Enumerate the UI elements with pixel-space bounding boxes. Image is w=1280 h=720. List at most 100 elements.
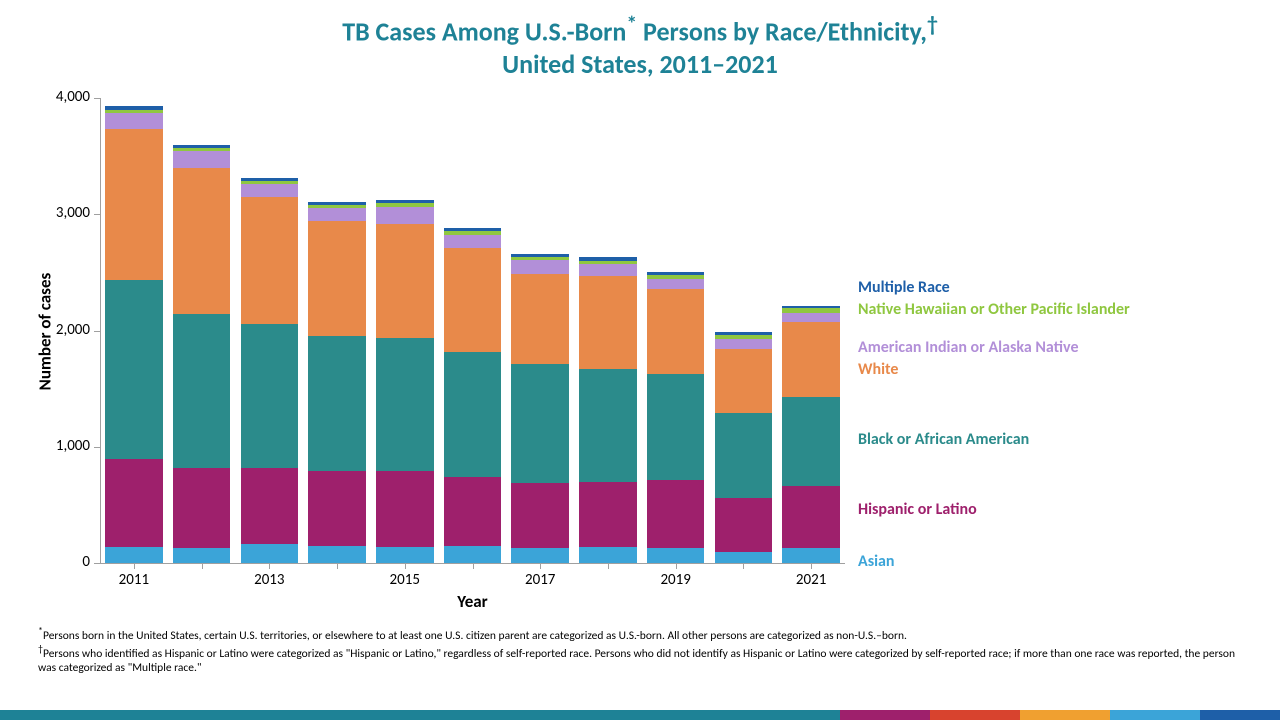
x-tick-label: 2011: [104, 571, 164, 589]
bar-2015-asian: [376, 547, 434, 563]
stripe-segment: [0, 710, 840, 720]
bar-2012-asian: [173, 548, 231, 563]
bar-2016-nhopi: [444, 231, 502, 236]
bar-2015-aian: [376, 207, 434, 223]
bar-2017-multiple: [511, 254, 569, 257]
x-tick-label: 2021: [781, 571, 841, 589]
title-sup-1: *: [626, 10, 637, 37]
legend-black: Black or African American: [858, 430, 1029, 449]
y-tick-label: 3,000: [35, 204, 90, 222]
bar-2011-aian: [105, 113, 163, 129]
bar-2012-hispanic: [173, 468, 231, 548]
bar-2013-black: [241, 324, 299, 468]
bar-2021-multiple: [782, 306, 840, 309]
bar-2021-black: [782, 397, 840, 487]
legend-multiple: Multiple Race: [858, 278, 950, 297]
bar-2021-hispanic: [782, 486, 840, 548]
stripe-segment: [1200, 710, 1280, 720]
bar-2018-aian: [579, 264, 637, 276]
bar-2020-asian: [715, 552, 773, 563]
bar-2018-white: [579, 276, 637, 369]
bar-2015-multiple: [376, 200, 434, 203]
y-axis-label: Number of cases: [35, 251, 56, 411]
bar-2013-aian: [241, 184, 299, 197]
stripe-segment: [1020, 710, 1110, 720]
bar-2018-hispanic: [579, 482, 637, 547]
bar-2011-hispanic: [105, 459, 163, 547]
title-sup-2: †: [927, 10, 938, 37]
bar-2021-asian: [782, 548, 840, 563]
bar-2012-nhopi: [173, 148, 231, 151]
x-tick-label: 2019: [646, 571, 706, 589]
bar-2021-nhopi: [782, 308, 840, 313]
bar-2016-asian: [444, 546, 502, 563]
bar-2013-hispanic: [241, 468, 299, 544]
bar-2014-hispanic: [308, 471, 366, 545]
bar-2017-white: [511, 274, 569, 364]
y-tick-label: 1,000: [35, 437, 90, 455]
stacked-bar-chart: 01,0002,0003,0004,000Number of cases2011…: [100, 98, 845, 563]
bar-2011-white: [105, 129, 163, 280]
bar-2018-nhopi: [579, 261, 637, 264]
bar-2016-hispanic: [444, 477, 502, 546]
bar-2020-white: [715, 349, 773, 414]
bar-2016-white: [444, 248, 502, 352]
bar-2017-aian: [511, 260, 569, 273]
bar-2018-asian: [579, 547, 637, 563]
bar-2015-hispanic: [376, 471, 434, 547]
bar-2017-hispanic: [511, 483, 569, 548]
bar-2013-multiple: [241, 178, 299, 181]
bar-2021-white: [782, 322, 840, 396]
bar-2014-white: [308, 221, 366, 336]
stripe-segment: [840, 710, 930, 720]
bar-2019-aian: [647, 279, 705, 289]
legend-hispanic: Hispanic or Latino: [858, 500, 977, 519]
y-tick-label: 0: [35, 553, 90, 571]
bar-2017-asian: [511, 548, 569, 563]
bar-2014-asian: [308, 546, 366, 563]
bar-2020-aian: [715, 339, 773, 349]
footnote-line: *Persons born in the United States, cert…: [38, 625, 1238, 643]
bar-2015-black: [376, 338, 434, 471]
bar-2020-nhopi: [715, 335, 773, 339]
x-axis-label: Year: [433, 591, 513, 612]
bar-2012-black: [173, 314, 231, 467]
footnote-line: †Persons who identified as Hispanic or L…: [38, 643, 1238, 676]
legend-nhopi: Native Hawaiian or Other Pacific Islande…: [858, 300, 1130, 319]
x-tick-label: 2013: [239, 571, 299, 589]
legend-aian: American Indian or Alaska Native: [858, 338, 1079, 357]
bar-2017-nhopi: [511, 257, 569, 260]
bar-2014-aian: [308, 208, 366, 221]
bar-2011-nhopi: [105, 110, 163, 113]
stripe-segment: [930, 710, 1020, 720]
bar-2019-hispanic: [647, 480, 705, 547]
bar-2019-black: [647, 374, 705, 481]
stripe-segment: [1110, 710, 1200, 720]
bar-2018-multiple: [579, 257, 637, 260]
bar-2021-aian: [782, 313, 840, 322]
footnotes: *Persons born in the United States, cert…: [38, 625, 1238, 676]
bar-2011-multiple: [105, 106, 163, 109]
bar-2016-aian: [444, 235, 502, 248]
bar-2013-nhopi: [241, 181, 299, 184]
bar-2011-black: [105, 280, 163, 459]
bar-2017-black: [511, 364, 569, 483]
bar-2011-asian: [105, 547, 163, 563]
bar-2013-asian: [241, 544, 299, 563]
bar-2018-black: [579, 369, 637, 481]
x-tick-label: 2015: [375, 571, 435, 589]
bar-2020-multiple: [715, 332, 773, 335]
bar-2014-nhopi: [308, 205, 366, 208]
bar-2015-white: [376, 224, 434, 339]
title-part-1b: Persons by Race/Ethnicity,: [637, 16, 927, 48]
chart-title: TB Cases Among U.S.-Born* Persons by Rac…: [0, 0, 1280, 80]
bar-2019-multiple: [647, 272, 705, 275]
title-line-2: United States, 2011–2021: [0, 48, 1280, 80]
bar-2019-nhopi: [647, 275, 705, 278]
bar-2016-multiple: [444, 228, 502, 231]
bar-2019-white: [647, 289, 705, 374]
y-tick-label: 4,000: [35, 88, 90, 106]
bar-2014-multiple: [308, 202, 366, 205]
legend-white: White: [858, 360, 898, 379]
bar-2016-black: [444, 352, 502, 477]
